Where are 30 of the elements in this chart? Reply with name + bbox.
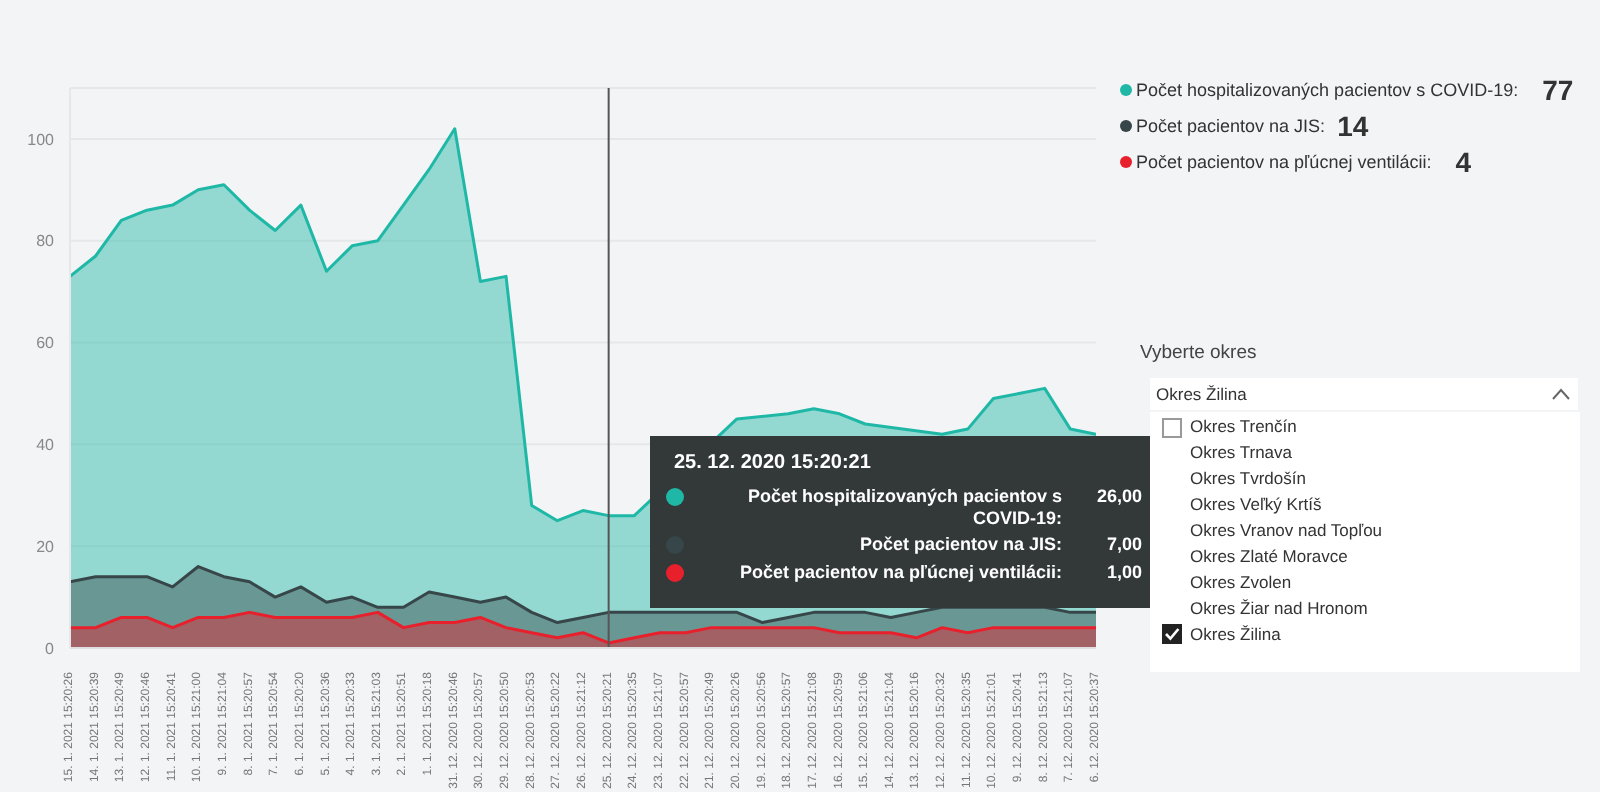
text: Okres Tvrdošín: [1190, 468, 1306, 488]
text: Počet pacientov na pľúcnej ventilácii:: [739, 562, 1062, 582]
y-tick-label: 20: [36, 537, 56, 556]
y-tick-label: 60: [36, 334, 56, 353]
text: 14: [1337, 110, 1369, 142]
text: 7,00: [1106, 534, 1142, 554]
legend-label: Počet hospitalizovaných pacientov s COVID-19:: [1136, 80, 1519, 100]
y-tick-label: 80: [36, 232, 56, 251]
text: Okres Trenčín: [1190, 416, 1297, 436]
y-tick-label: 100: [27, 130, 56, 149]
text: Vyberte okres: [1140, 342, 1257, 364]
legend-label: Počet pacientov na JIS:: [1136, 116, 1326, 136]
y-tick-label: 40: [36, 436, 56, 455]
text: Okres Žilina: [1190, 624, 1281, 644]
text: Okres Trnava: [1190, 442, 1293, 462]
text: Počet pacientov na JIS:: [859, 534, 1062, 554]
text: Okres Žilina: [1156, 384, 1247, 404]
text: 77: [1542, 74, 1574, 106]
annotation: 25. 12. 2020 15:20:21: [674, 452, 871, 474]
text: Okres Veľký Krtíš: [1190, 494, 1322, 514]
text: Okres Žiar nad Hronom: [1190, 598, 1368, 618]
text: Okres Vranov nad Topľou: [1190, 520, 1383, 540]
text: Okres Zlaté Moravce: [1190, 546, 1348, 566]
text: 26,00: [1096, 486, 1142, 506]
text: 4: [1455, 146, 1472, 178]
legend-label: Počet pacientov na pľúcnej ventilácii:: [1136, 152, 1432, 172]
text: Počet hospitalizovaných pacientov s COVID-19:: [747, 486, 1062, 528]
y-tick-label: 0: [45, 639, 56, 658]
text: Okres Zvolen: [1190, 572, 1292, 592]
text: 1,00: [1106, 562, 1142, 582]
